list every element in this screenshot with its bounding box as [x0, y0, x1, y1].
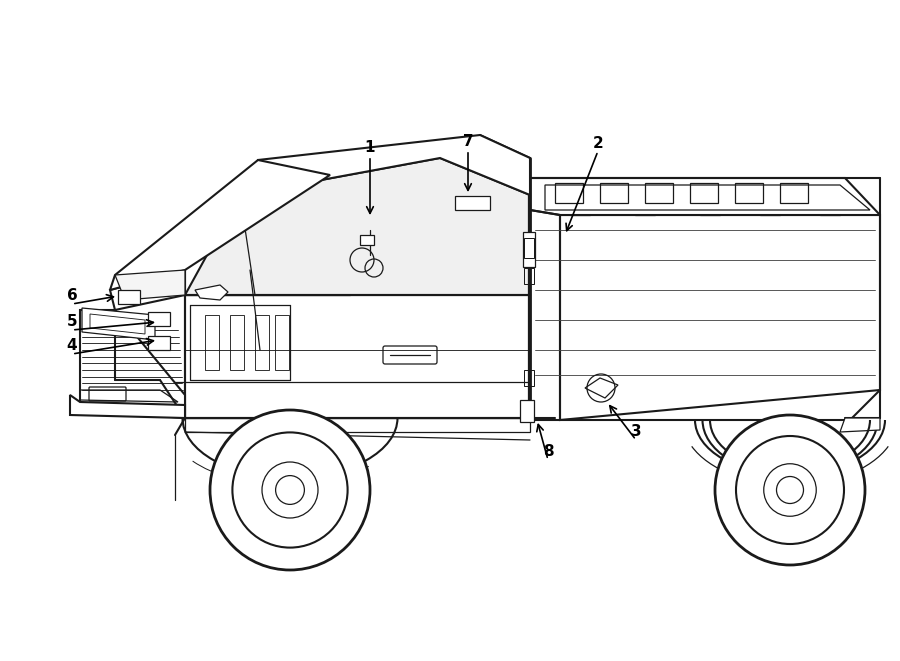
Polygon shape: [80, 310, 185, 418]
Polygon shape: [545, 185, 870, 210]
Bar: [524, 370, 534, 386]
Bar: [118, 290, 140, 304]
Polygon shape: [585, 378, 618, 398]
Polygon shape: [110, 160, 330, 290]
Bar: [645, 183, 673, 203]
Text: 8: 8: [543, 444, 553, 459]
Bar: [230, 315, 244, 370]
Bar: [524, 238, 534, 258]
Text: 2: 2: [592, 136, 603, 151]
Polygon shape: [115, 270, 185, 300]
Circle shape: [715, 415, 865, 565]
Text: 6: 6: [67, 288, 77, 303]
Bar: [780, 183, 808, 203]
Bar: [275, 315, 289, 370]
Circle shape: [210, 410, 370, 570]
Polygon shape: [840, 418, 880, 432]
Polygon shape: [195, 285, 228, 300]
Polygon shape: [82, 308, 155, 340]
Polygon shape: [70, 395, 185, 418]
Polygon shape: [185, 295, 530, 418]
Text: 7: 7: [463, 134, 473, 149]
Polygon shape: [240, 135, 530, 195]
Polygon shape: [185, 418, 530, 432]
Text: 5: 5: [67, 315, 77, 329]
Polygon shape: [185, 158, 530, 295]
Text: 1: 1: [364, 141, 375, 155]
Bar: [690, 183, 718, 203]
Bar: [255, 315, 269, 370]
Polygon shape: [530, 178, 880, 215]
Bar: [148, 336, 170, 350]
Bar: [360, 235, 374, 245]
Bar: [205, 315, 219, 370]
Bar: [735, 183, 763, 203]
Polygon shape: [110, 270, 185, 310]
Bar: [520, 400, 534, 422]
Text: 3: 3: [631, 424, 642, 440]
Bar: [523, 232, 535, 267]
Polygon shape: [560, 215, 880, 420]
Text: 4: 4: [67, 338, 77, 354]
Bar: [148, 312, 170, 326]
Bar: [555, 183, 583, 203]
Polygon shape: [455, 196, 490, 210]
Bar: [524, 268, 534, 284]
Bar: [600, 183, 628, 203]
